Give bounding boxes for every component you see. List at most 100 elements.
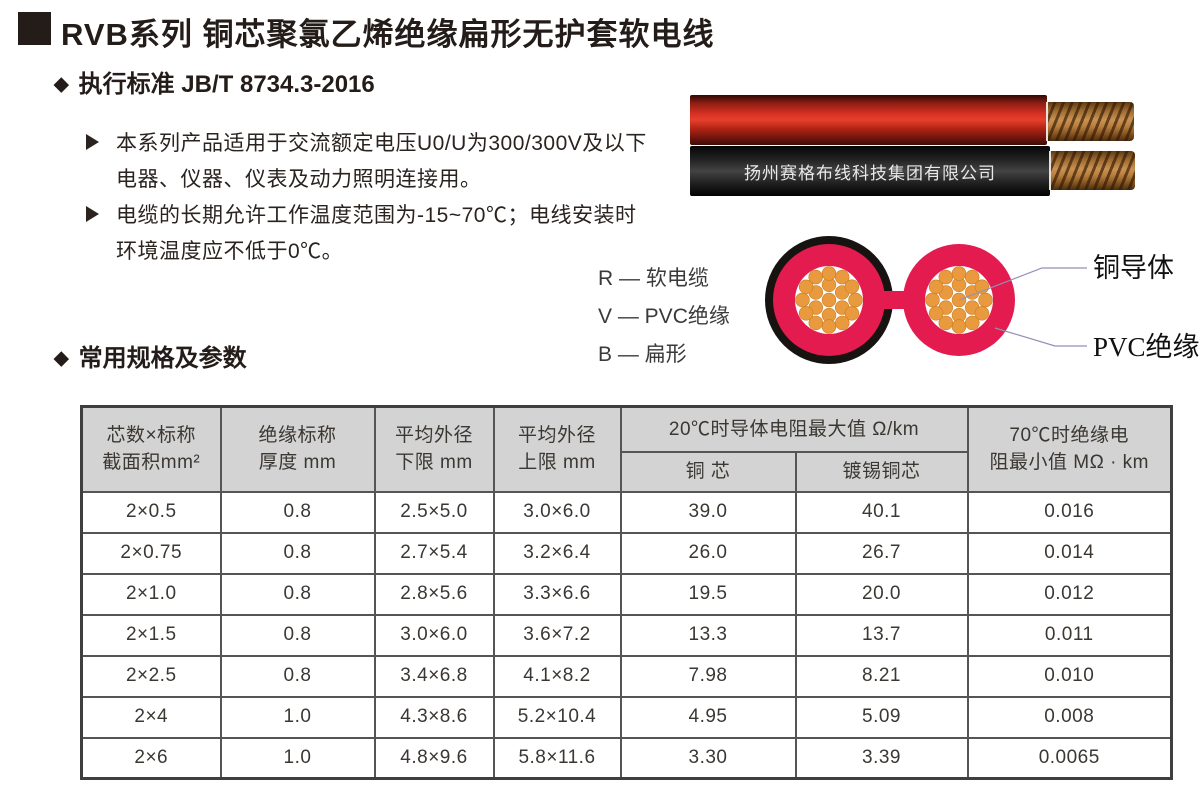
cable-product-photo: 扬州赛格布线科技集团有限公司 bbox=[690, 95, 1136, 199]
col-header-resistance-group: 20℃时导体电阻最大值 Ω/km bbox=[619, 405, 969, 453]
copper-strands-image bbox=[1046, 102, 1134, 141]
feature-bullet: 本系列产品适用于交流额定电压U0/U为300/300V及以下 电器、仪器、仪表及动… bbox=[86, 126, 666, 198]
copper-strand-dots bbox=[795, 266, 993, 334]
col-header-od-upper: 平均外径 上限 mm bbox=[492, 405, 622, 493]
cell-res-tinned: 26.7 bbox=[794, 531, 969, 575]
feature-line: 环境温度应不低于0℃。 bbox=[116, 240, 344, 263]
feature-bullet: 电缆的长期允许工作温度范围为-15~70℃；电线安装时 环境温度应不低于0℃。 bbox=[86, 198, 666, 270]
feature-line: 电器、仪器、仪表及动力照明连接用。 bbox=[116, 168, 482, 191]
cell-ins-res: 0.012 bbox=[966, 572, 1173, 616]
table-row: 2×0.75 0.8 2.7×5.4 3.2×6.4 26.0 26.7 0.014 bbox=[80, 531, 1173, 575]
flat-web-bridge bbox=[870, 291, 914, 309]
triangle-bullet-icon bbox=[86, 206, 99, 222]
col-header-core-size: 芯数×标称 截面积mm² bbox=[80, 405, 222, 493]
cell-thickness: 0.8 bbox=[219, 654, 376, 698]
insulation-label: PVC绝缘 bbox=[1093, 332, 1200, 362]
code-legend: R — 软电缆 V — PVC绝缘 B — 扁形 bbox=[598, 260, 730, 374]
feature-line: 电缆的长期允许工作温度范围为-15~70℃；电线安装时 bbox=[116, 204, 637, 227]
cell-thickness: 0.8 bbox=[219, 531, 376, 575]
cell-od-upper: 5.2×10.4 bbox=[492, 695, 622, 739]
leader-line bbox=[994, 327, 1087, 347]
cell-thickness: 0.8 bbox=[219, 572, 376, 616]
section-title-row: ◆ 常用规格及参数 bbox=[54, 338, 247, 373]
red-cable-image bbox=[690, 95, 1047, 145]
cell-ins-res: 0.016 bbox=[966, 490, 1173, 534]
cell-ins-res: 0.014 bbox=[966, 531, 1173, 575]
brand-text: 扬州赛格布线科技集团有限公司 bbox=[744, 163, 996, 183]
cell-od-upper: 4.1×8.2 bbox=[492, 654, 622, 698]
cell-od-lower: 3.0×6.0 bbox=[373, 613, 495, 657]
cell-od-upper: 3.2×6.4 bbox=[492, 531, 622, 575]
cell-od-upper: 3.6×7.2 bbox=[492, 613, 622, 657]
cell-res-copper: 7.98 bbox=[619, 654, 797, 698]
cell-res-copper: 39.0 bbox=[619, 490, 797, 534]
cell-res-copper: 3.30 bbox=[619, 736, 797, 780]
cell-res-tinned: 5.09 bbox=[794, 695, 969, 739]
cell-core-size: 2×0.75 bbox=[80, 531, 222, 575]
col-header-od-lower: 平均外径 下限 mm bbox=[373, 405, 495, 493]
cell-core-size: 2×1.0 bbox=[80, 572, 222, 616]
cell-res-tinned: 13.7 bbox=[794, 613, 969, 657]
cell-ins-res: 0.008 bbox=[966, 695, 1173, 739]
cell-od-upper: 3.3×6.6 bbox=[492, 572, 622, 616]
standard-row: ◆ 执行标准 JB/T 8734.3-2016 bbox=[54, 64, 375, 99]
col-header-copper-core: 铜 芯 bbox=[619, 450, 797, 493]
legend-item: R — 软电缆 bbox=[598, 267, 709, 290]
cell-res-tinned: 8.21 bbox=[794, 654, 969, 698]
table-row: 2×0.5 0.8 2.5×5.0 3.0×6.0 39.0 40.1 0.016 bbox=[80, 490, 1173, 534]
table-row: 2×6 1.0 4.8×9.6 5.8×11.6 3.30 3.39 0.0065 bbox=[80, 736, 1173, 780]
triangle-bullet-icon bbox=[86, 134, 99, 150]
cell-thickness: 0.8 bbox=[219, 490, 376, 534]
col-header-insulation-resistance: 70℃时绝缘电 阻最小值 MΩ · km bbox=[966, 405, 1173, 493]
title-square-icon bbox=[18, 12, 51, 45]
section-title: 常用规格及参数 bbox=[78, 345, 247, 372]
table-row: 2×1.5 0.8 3.0×6.0 3.6×7.2 13.3 13.7 0.011 bbox=[80, 613, 1173, 657]
cell-res-tinned: 40.1 bbox=[794, 490, 969, 534]
cell-od-lower: 2.7×5.4 bbox=[373, 531, 495, 575]
black-cable-image: 扬州赛格布线科技集团有限公司 bbox=[690, 146, 1050, 196]
col-header-tinned-core: 镀锡铜芯 bbox=[794, 450, 969, 493]
standard-text: 执行标准 JB/T 8734.3-2016 bbox=[78, 71, 375, 98]
cell-od-upper: 3.0×6.0 bbox=[492, 490, 622, 534]
cell-od-upper: 5.8×11.6 bbox=[492, 736, 622, 780]
cell-core-size: 2×4 bbox=[80, 695, 222, 739]
cell-core-size: 2×0.5 bbox=[80, 490, 222, 534]
cell-res-copper: 4.95 bbox=[619, 695, 797, 739]
diamond-icon: ◆ bbox=[54, 74, 69, 95]
cell-res-tinned: 20.0 bbox=[794, 572, 969, 616]
copper-strands-image bbox=[1049, 151, 1135, 190]
cell-thickness: 1.0 bbox=[219, 695, 376, 739]
cable-cross-section-diagram: 铜导体 PVC绝缘 bbox=[765, 236, 1200, 364]
cell-res-copper: 13.3 bbox=[619, 613, 797, 657]
leader-line bbox=[958, 267, 1087, 301]
cell-od-lower: 2.8×5.6 bbox=[373, 572, 495, 616]
cell-od-lower: 3.4×6.8 bbox=[373, 654, 495, 698]
feature-line: 本系列产品适用于交流额定电压U0/U为300/300V及以下 bbox=[116, 132, 647, 155]
feature-text: 本系列产品适用于交流额定电压U0/U为300/300V及以下 电器、仪器、仪表及动… bbox=[116, 126, 666, 198]
page-title: RVB系列 铜芯聚氯乙烯绝缘扁形无护套软电线 bbox=[61, 17, 715, 52]
cell-od-lower: 4.8×9.6 bbox=[373, 736, 495, 780]
table-row: 2×4 1.0 4.3×8.6 5.2×10.4 4.95 5.09 0.008 bbox=[80, 695, 1173, 739]
conductor-label: 铜导体 bbox=[1093, 253, 1174, 283]
cell-ins-res: 0.0065 bbox=[966, 736, 1173, 780]
legend-item: B — 扁形 bbox=[598, 343, 687, 366]
cell-ins-res: 0.011 bbox=[966, 613, 1173, 657]
cell-od-lower: 4.3×8.6 bbox=[373, 695, 495, 739]
cell-res-copper: 19.5 bbox=[619, 572, 797, 616]
cell-res-tinned: 3.39 bbox=[794, 736, 969, 780]
cell-core-size: 2×2.5 bbox=[80, 654, 222, 698]
table-row: 2×1.0 0.8 2.8×5.6 3.3×6.6 19.5 20.0 0.012 bbox=[80, 572, 1173, 616]
cell-od-lower: 2.5×5.0 bbox=[373, 490, 495, 534]
table-row: 2×2.5 0.8 3.4×6.8 4.1×8.2 7.98 8.21 0.010 bbox=[80, 654, 1173, 698]
feature-text: 电缆的长期允许工作温度范围为-15~70℃；电线安装时 环境温度应不低于0℃。 bbox=[116, 198, 666, 270]
cell-core-size: 2×6 bbox=[80, 736, 222, 780]
cell-core-size: 2×1.5 bbox=[80, 613, 222, 657]
cell-thickness: 0.8 bbox=[219, 613, 376, 657]
diamond-icon: ◆ bbox=[54, 348, 69, 369]
legend-item: V — PVC绝缘 bbox=[598, 305, 730, 328]
spec-table: 芯数×标称 截面积mm² 绝缘标称 厚度 mm 平均外径 下限 mm 平均外径 上限 m… bbox=[80, 405, 1173, 780]
cell-res-copper: 26.0 bbox=[619, 531, 797, 575]
col-header-insulation-thickness: 绝缘标称 厚度 mm bbox=[219, 405, 376, 493]
cell-ins-res: 0.010 bbox=[966, 654, 1173, 698]
